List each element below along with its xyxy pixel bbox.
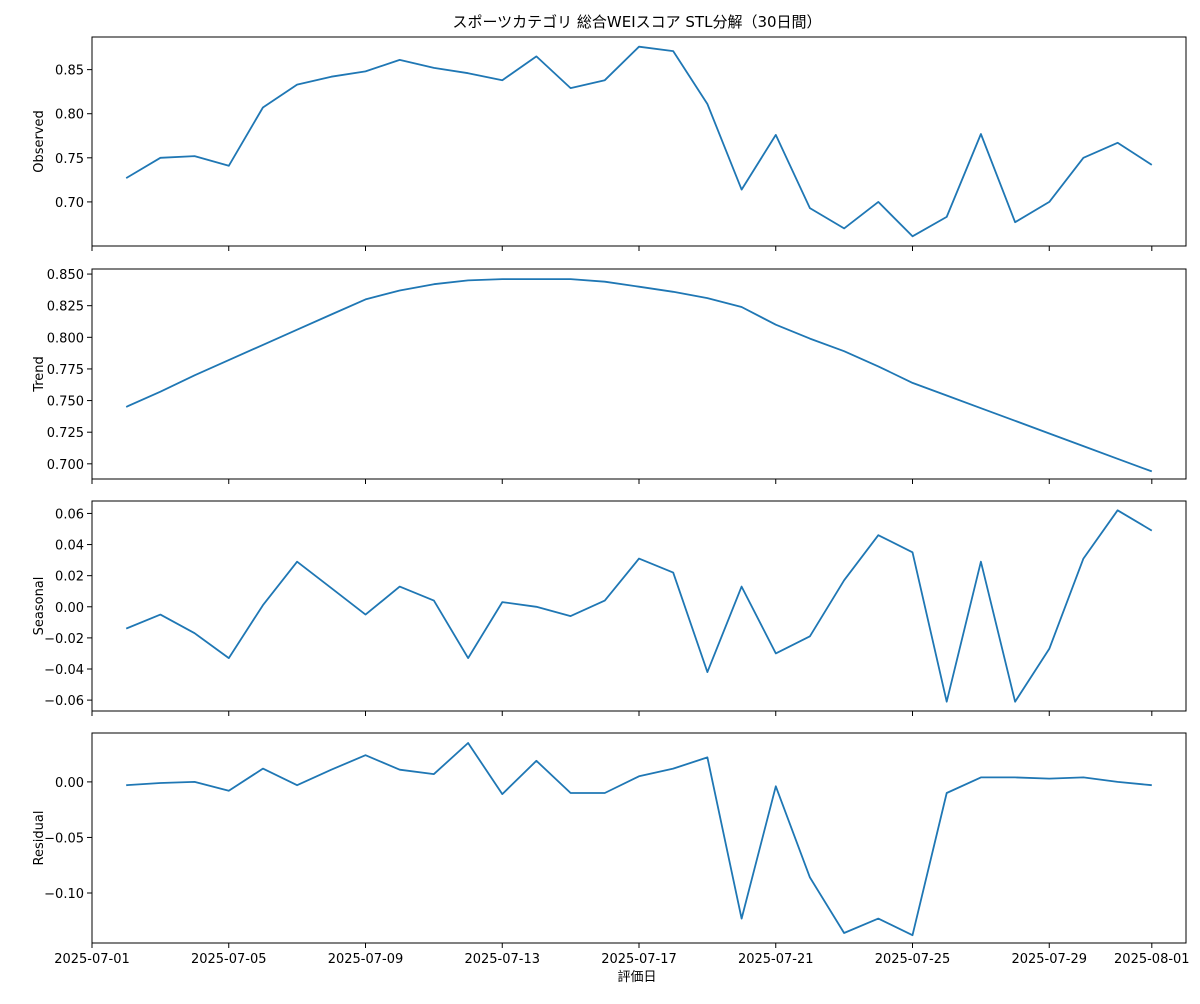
chart-title: スポーツカテゴリ 総合WEIスコア STL分解（30日間） xyxy=(452,13,821,31)
y-tick-label: 0.80 xyxy=(55,108,84,123)
y-tick-label: 0.700 xyxy=(47,458,84,473)
y-tick-label: 0.06 xyxy=(55,507,84,522)
y-tick-label: 0.725 xyxy=(47,426,84,441)
y-tick-label: 0.800 xyxy=(47,331,84,346)
x-tick-label: 2025-07-25 xyxy=(875,952,951,967)
x-tick-label: 2025-07-09 xyxy=(328,952,404,967)
panel-frame-residual xyxy=(91,732,1187,944)
x-tick-label: 2025-07-13 xyxy=(464,952,540,967)
x-tick-label: 2025-07-21 xyxy=(738,952,814,967)
x-tick-label: 2025-07-29 xyxy=(1011,952,1087,967)
y-axis-label-seasonal: Seasonal xyxy=(32,577,47,636)
x-tick-label: 2025-07-01 xyxy=(54,952,130,967)
panel-frame-seasonal xyxy=(91,500,1187,712)
series-line-observed xyxy=(125,45,1153,238)
series-line-seasonal xyxy=(125,509,1153,703)
y-tick-label: 0.02 xyxy=(55,570,84,585)
y-tick-label: 0.825 xyxy=(47,300,84,315)
x-axis-label: 評価日 xyxy=(617,970,656,985)
y-tick-label: −0.02 xyxy=(44,632,84,647)
series-line-trend xyxy=(125,278,1153,473)
y-axis-label-observed: Observed xyxy=(32,110,47,173)
y-tick-label: 0.750 xyxy=(47,395,84,410)
y-tick-label: −0.06 xyxy=(44,694,84,709)
y-tick-label: 0.00 xyxy=(55,776,84,791)
y-axis-label-residual: Residual xyxy=(32,811,47,866)
y-axis-label-trend: Trend xyxy=(32,356,47,393)
panel-frame-trend xyxy=(91,268,1187,480)
x-tick-label: 2025-07-05 xyxy=(191,952,267,967)
series-line-residual xyxy=(126,742,1152,937)
y-tick-label: −0.04 xyxy=(44,663,84,678)
y-tick-label: 0.00 xyxy=(55,601,84,616)
y-tick-label: 0.850 xyxy=(47,268,84,283)
x-tick-label: 2025-07-17 xyxy=(601,952,677,967)
panel-frame-observed xyxy=(91,36,1187,247)
x-tick-label: 2025-08-01 xyxy=(1114,952,1190,967)
y-tick-label: 0.775 xyxy=(47,363,84,378)
y-tick-label: −0.05 xyxy=(44,831,84,846)
y-tick-label: 0.70 xyxy=(55,196,84,211)
y-tick-label: 0.04 xyxy=(55,539,84,554)
y-tick-label: 0.75 xyxy=(55,152,84,167)
y-tick-label: 0.85 xyxy=(55,64,84,79)
y-tick-label: −0.10 xyxy=(44,887,84,902)
